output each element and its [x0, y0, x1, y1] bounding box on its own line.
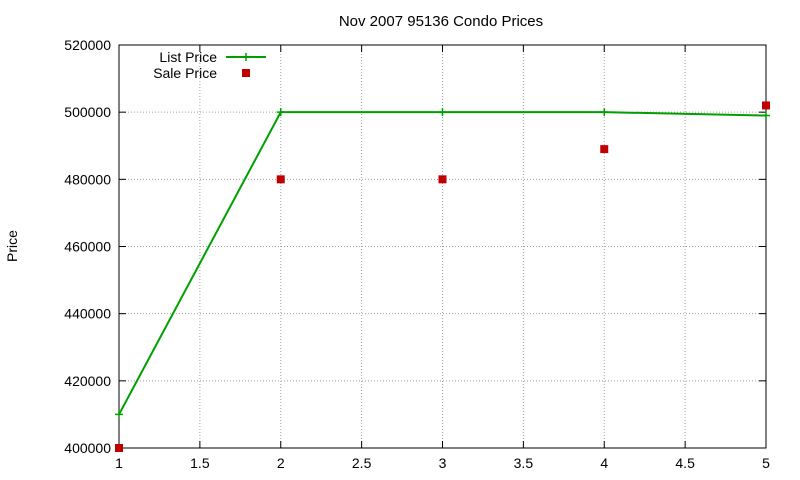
legend-label: Sale Price [153, 65, 217, 81]
y-tick-label: 420000 [64, 373, 111, 389]
x-tick-label: 2.5 [352, 455, 372, 471]
list-price-point [762, 111, 770, 120]
legend-swatch-marker [242, 69, 250, 77]
sale-price-point [600, 145, 609, 154]
legend-swatch-marker [242, 53, 250, 61]
list-price-point [600, 108, 609, 117]
sale-price-point [276, 175, 285, 184]
x-tick-label: 2 [277, 455, 285, 471]
grid [119, 45, 766, 448]
x-tick-label: 5 [762, 455, 770, 471]
y-tick-label: 520000 [64, 37, 111, 53]
sale-price-point [115, 444, 123, 452]
y-tick-label: 460000 [64, 239, 111, 255]
x-tick-label: 1.5 [190, 455, 210, 471]
chart-title: Nov 2007 95136 Condo Prices [339, 13, 543, 30]
list-price-point [438, 108, 447, 117]
x-tick-label: 3 [439, 455, 447, 471]
series [115, 101, 770, 452]
list-price-point [276, 108, 285, 117]
sale-price-point [762, 101, 770, 110]
ticks: 1 1.5 2 2.5 3 3.5 4 4.5 5 400000 420000 440000 46000… [64, 37, 770, 471]
x-tick-label: 4.5 [675, 455, 695, 471]
y-tick-label: 400000 [64, 440, 111, 456]
y-tick-label: 480000 [64, 171, 111, 187]
x-tick-label: 3.5 [514, 455, 534, 471]
y-axis-label: Price [4, 230, 20, 262]
y-tick-label: 500000 [64, 104, 111, 120]
x-tick-label: 4 [600, 455, 608, 471]
y-tick-label: 440000 [64, 306, 111, 322]
list-price-point [115, 410, 123, 419]
legend-label: List Price [159, 49, 217, 65]
sale-price-point [438, 175, 447, 184]
x-tick-label: 1 [115, 455, 123, 471]
